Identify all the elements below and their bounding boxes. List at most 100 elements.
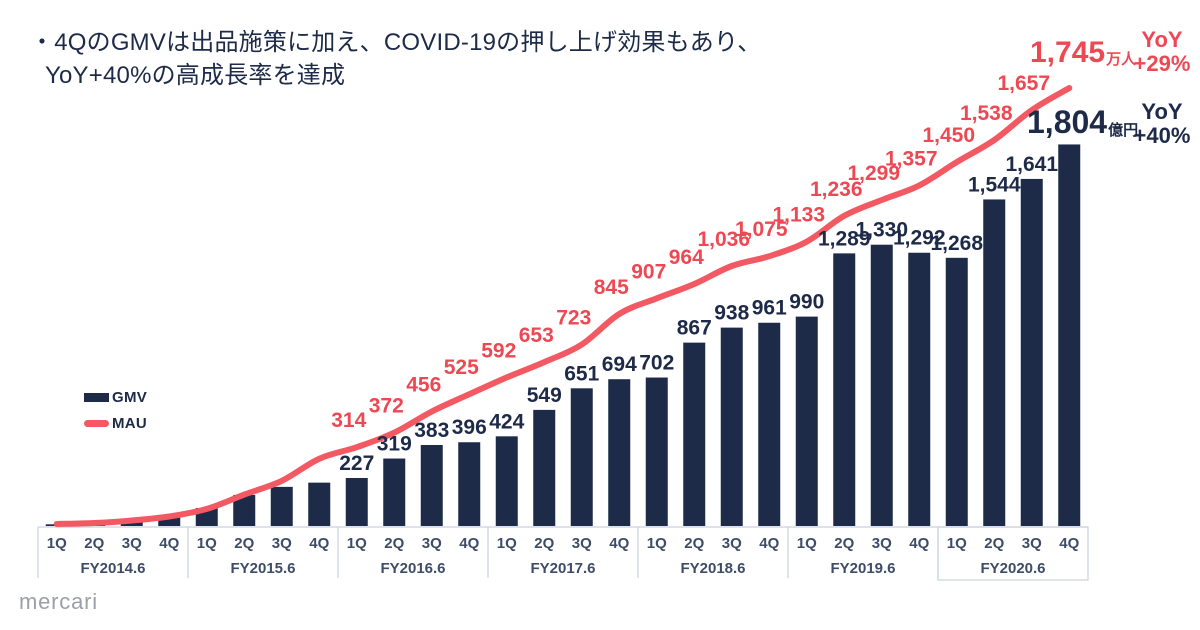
mau-final-unit: 万人 xyxy=(1106,51,1137,68)
axis-quarter-label: 4Q xyxy=(609,535,629,552)
gmv-value-label: 938 xyxy=(714,302,749,325)
gmv-bar xyxy=(1020,178,1043,526)
gmv-value-label: 549 xyxy=(527,384,562,407)
fy2020-highlight-box xyxy=(937,526,1089,581)
title-line-1: ・4QのGMVは出品施策に加え、COVID-19の押し上げ効果もあり、 xyxy=(30,29,762,56)
mau-value-label: 1,236 xyxy=(810,178,863,201)
axis-fiscal-year-label: FY2014.6 xyxy=(80,560,145,577)
mau-value-label: 1,357 xyxy=(885,147,938,170)
mau-yoy-label: YoY xyxy=(1141,27,1183,52)
gmv-value-label: 1,544 xyxy=(968,173,1021,196)
gmv-value-label: 319 xyxy=(377,433,412,456)
mercari-logo: mercari xyxy=(19,589,98,614)
axis-quarter-label: 3Q xyxy=(872,535,892,552)
mau-value-label: 1,036 xyxy=(697,228,750,251)
axis-quarter-label: 1Q xyxy=(647,535,667,552)
mau-value-label: 1,657 xyxy=(997,72,1050,95)
gmv-bar xyxy=(983,199,1006,526)
gmv-bar xyxy=(533,409,556,526)
axis-quarter-label: 2Q xyxy=(834,535,854,552)
legend-mau-label: MAU xyxy=(112,414,148,432)
gmv-bar xyxy=(158,517,181,526)
gmv-value-label: 702 xyxy=(639,352,674,375)
gmv-yoy-value: +40% xyxy=(1133,123,1191,148)
gmv-bar xyxy=(458,442,481,526)
mau-value-label: 723 xyxy=(556,307,591,330)
axis-fiscal-year-label: FY2019.6 xyxy=(830,560,895,577)
legend-item-gmv: GMV xyxy=(84,384,147,410)
gmv-bar-swatch-icon xyxy=(84,392,109,402)
gmv-bar xyxy=(383,458,406,526)
gmv-bar xyxy=(758,322,781,526)
axis-quarter-label: 4Q xyxy=(309,535,329,552)
gmv-value-label: 1,289 xyxy=(818,227,871,250)
gmv-value-label: 1,268 xyxy=(930,232,983,255)
gmv-bar xyxy=(683,342,706,526)
mau-value-label: 845 xyxy=(594,276,629,299)
axis-quarter-label: 2Q xyxy=(234,535,254,552)
mau-value-label: 314 xyxy=(331,409,366,432)
axis-quarter-label: 1Q xyxy=(497,535,517,552)
gmv-value-label: 961 xyxy=(752,297,787,320)
axis-quarter-label: 4Q xyxy=(1059,535,1079,552)
axis-fiscal-year-label: FY2020.6 xyxy=(980,560,1045,577)
axis-quarter-label: 4Q xyxy=(909,535,929,552)
gmv-bar xyxy=(645,377,668,526)
axis-quarter-label: 3Q xyxy=(122,535,142,552)
axis-quarter-label: 2Q xyxy=(984,535,1004,552)
gmv-value-label: 227 xyxy=(339,452,374,475)
axis-quarter-label: 1Q xyxy=(947,535,967,552)
axis-quarter-label: 3Q xyxy=(572,535,592,552)
axis-quarter-label: 2Q xyxy=(84,535,104,552)
axis-quarter-label: 2Q xyxy=(684,535,704,552)
axis-quarter-label: 4Q xyxy=(459,535,479,552)
axis-quarter-label: 3Q xyxy=(1022,535,1042,552)
gmv-value-label: 867 xyxy=(677,317,712,340)
slide-title: ・4QのGMVは出品施策に加え、COVID-19の押し上げ効果もあり、 YoY+… xyxy=(30,26,761,92)
gmv-value-label: 990 xyxy=(789,291,824,314)
mau-value-label: 592 xyxy=(481,339,516,362)
axis-fiscal-year-label: FY2015.6 xyxy=(230,560,295,577)
gmv-bar xyxy=(945,257,968,526)
axis-quarter-label: 2Q xyxy=(384,535,404,552)
gmv-value-label: 424 xyxy=(489,410,524,433)
gmv-bar xyxy=(608,379,631,526)
axis-quarter-label: 1Q xyxy=(797,535,817,552)
mau-yoy-value: +29% xyxy=(1133,51,1191,76)
mau-value-label: 525 xyxy=(444,356,479,379)
gmv-final-unit: 億円 xyxy=(1108,122,1139,139)
gmv-bar xyxy=(308,482,331,526)
gmv-bar xyxy=(233,494,256,526)
mau-value-label: 1,133 xyxy=(772,204,825,227)
axis-fiscal-year-label: FY2016.6 xyxy=(380,560,445,577)
gmv-bar xyxy=(570,388,593,526)
mau-value-label: 653 xyxy=(519,324,554,347)
axis-quarter-label: 3Q xyxy=(722,535,742,552)
axis-quarter-label: 4Q xyxy=(759,535,779,552)
mau-line xyxy=(53,85,1073,527)
gmv-bar xyxy=(345,477,368,526)
gmv-bar xyxy=(795,316,818,526)
gmv-yoy-label: YoY xyxy=(1141,99,1183,124)
axis-quarter-label: 3Q xyxy=(272,535,292,552)
gmv-value-label: 651 xyxy=(564,362,599,385)
axis-fiscal-year-label: FY2018.6 xyxy=(680,560,745,577)
mau-value-label: 456 xyxy=(406,374,441,397)
gmv-value-label: 1,292 xyxy=(893,227,946,250)
axis-quarter-label: 4Q xyxy=(159,535,179,552)
gmv-bar xyxy=(1058,144,1081,527)
gmv-value-label: 694 xyxy=(602,353,637,376)
axis-quarter-label: 2Q xyxy=(534,535,554,552)
gmv-value-label: 1,641 xyxy=(1005,153,1058,176)
gmv-bar xyxy=(420,444,443,526)
gmv-bar xyxy=(870,244,893,526)
mau-value-label: 1,299 xyxy=(847,162,900,185)
gmv-final-number: 1,804 xyxy=(1027,104,1108,140)
legend-item-mau: MAU xyxy=(84,410,147,436)
axis-fiscal-year-label: FY2017.6 xyxy=(530,560,595,577)
mau-value-label: 964 xyxy=(669,246,704,269)
gmv-bar xyxy=(270,486,293,526)
mau-value-label: 1,538 xyxy=(960,102,1013,125)
